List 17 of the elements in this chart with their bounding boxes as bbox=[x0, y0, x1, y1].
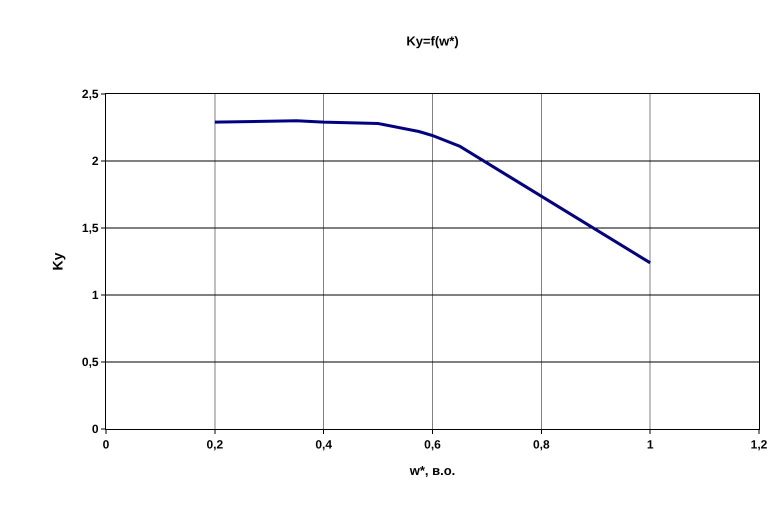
x-tick-label: 0 bbox=[102, 437, 110, 452]
line-series bbox=[213, 119, 652, 264]
x-axis-title: w*, в.о. bbox=[408, 463, 456, 478]
x-tick-label: 1,2 bbox=[750, 437, 768, 452]
x-tick-label: 0,6 bbox=[424, 437, 442, 452]
y-tick-label: 0 bbox=[92, 422, 99, 436]
y-axis-title: Ky bbox=[50, 252, 66, 270]
y-tick-label: 2,5 bbox=[82, 87, 99, 102]
x-tick-label: 0,8 bbox=[532, 437, 550, 452]
x-tick-label: 0,4 bbox=[315, 437, 332, 452]
y-tick-label: 1 bbox=[92, 288, 99, 302]
y-tick-label: 2 bbox=[92, 154, 99, 168]
y-tick-label: 0,5 bbox=[82, 355, 99, 370]
chart-title: Ky=f(w*) bbox=[406, 34, 459, 49]
x-tick-label: 0,2 bbox=[206, 437, 224, 452]
y-tick-label: 1,5 bbox=[82, 221, 99, 236]
x-tick-label: 1 bbox=[646, 437, 654, 452]
